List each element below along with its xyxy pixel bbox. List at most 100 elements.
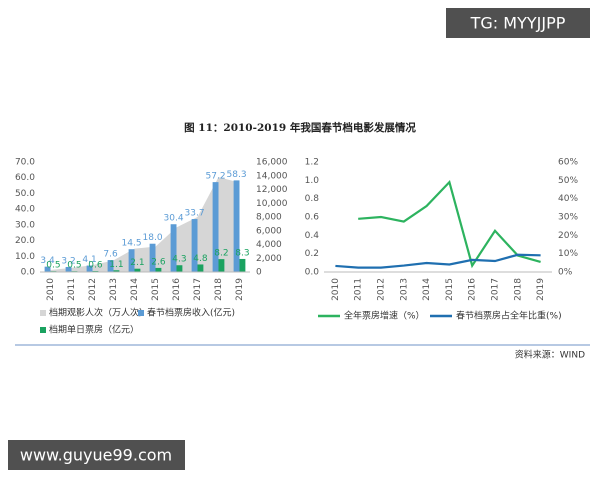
y2-tick-label: 0% <box>558 268 573 278</box>
bar <box>134 268 141 272</box>
value-label: 0.5 <box>67 261 81 271</box>
legend-label: 春节档票房占全年比重(%) <box>456 310 562 322</box>
bar <box>44 266 51 272</box>
y2-tick-label: 60% <box>558 158 578 168</box>
value-label: 4.1 <box>82 255 96 265</box>
bar <box>170 224 177 272</box>
y2-tick-label: 6,000 <box>256 226 282 236</box>
y-tick-label: 0.4 <box>305 231 320 241</box>
source: 资料来源：WIND <box>515 349 585 361</box>
y2-tick-label: 40% <box>558 194 578 204</box>
x-tick-label: 2010 <box>46 278 56 301</box>
x-tick-label: 2014 <box>422 278 432 301</box>
value-label: 30.4 <box>164 214 184 224</box>
x-tick-label: 2012 <box>377 278 387 301</box>
x-tick-label: 2014 <box>130 278 140 301</box>
y-tick-label: 1.2 <box>305 158 319 168</box>
y-tick-label: 0.8 <box>305 194 320 204</box>
watermark-box <box>446 8 590 38</box>
legend-label: 全年票房增速（%） <box>344 310 425 322</box>
watermark: TG: MYYJJPP <box>470 14 566 33</box>
y-tick-label: 0.6 <box>305 213 320 223</box>
y-tick-label: 0.0 <box>21 268 36 278</box>
legend-swatch <box>138 310 144 316</box>
y2-tick-label: 10% <box>558 249 578 259</box>
x-tick-label: 2010 <box>331 278 341 301</box>
value-label: 3.4 <box>40 256 55 266</box>
bar <box>86 265 93 272</box>
y-tick-label: 40.0 <box>15 205 35 215</box>
x-tick-label: 2017 <box>491 278 501 301</box>
x-tick-label: 2013 <box>399 278 409 301</box>
y-tick-label: 0.0 <box>305 268 320 278</box>
y-tick-label: 20.0 <box>15 236 35 246</box>
value-label: 8.3 <box>235 248 249 258</box>
bar <box>197 264 204 272</box>
x-tick-label: 2012 <box>88 278 98 301</box>
value-label: 0.6 <box>88 261 103 271</box>
value-label: 4.3 <box>172 255 186 265</box>
bar <box>176 265 183 272</box>
value-label: 3.2 <box>61 256 75 266</box>
bar <box>113 270 120 272</box>
value-label: 1.1 <box>109 260 123 270</box>
y-tick-label: 0.2 <box>305 249 319 259</box>
x-tick-label: 2019 <box>536 278 546 301</box>
figure-title: 图 11：2010-2019 年我国春节档电影发展情况 <box>184 121 416 134</box>
value-label: 7.6 <box>103 250 118 260</box>
value-label: 57.2 <box>206 172 226 182</box>
y2-tick-label: 0 <box>256 268 262 278</box>
y2-tick-label: 12,000 <box>256 185 288 195</box>
y-tick-label: 10.0 <box>15 252 35 262</box>
y-tick-label: 30.0 <box>15 220 35 230</box>
line <box>358 180 541 269</box>
x-tick-label: 2015 <box>151 278 161 301</box>
y2-tick-label: 16,000 <box>256 158 288 168</box>
bar <box>218 259 225 272</box>
watermark: www.guyue99.com <box>20 446 172 465</box>
y2-tick-label: 2,000 <box>256 254 282 264</box>
value-label: 4.8 <box>193 254 208 264</box>
bar <box>155 267 162 272</box>
legend-label: 春节档票房收入(亿元) <box>147 307 235 319</box>
x-tick-label: 2015 <box>445 278 455 301</box>
x-tick-label: 2016 <box>468 278 478 301</box>
y2-tick-label: 8,000 <box>256 213 282 223</box>
value-label: 14.5 <box>122 239 142 249</box>
x-tick-label: 2018 <box>513 278 523 301</box>
y2-tick-label: 30% <box>558 213 578 223</box>
bar <box>107 260 114 272</box>
x-tick-label: 2013 <box>109 278 119 301</box>
y2-tick-label: 20% <box>558 231 578 241</box>
bar <box>149 243 156 272</box>
bar <box>191 219 198 272</box>
y-tick-label: 70.0 <box>15 158 35 168</box>
x-tick-label: 2011 <box>354 278 364 301</box>
value-label: 33.7 <box>185 209 205 219</box>
x-tick-label: 2016 <box>172 278 182 301</box>
value-label: 58.3 <box>227 170 247 180</box>
legend-label: 档期单日票房（亿元） <box>49 324 139 336</box>
bar <box>233 180 240 272</box>
bar <box>128 249 135 272</box>
watermark-box <box>8 440 185 470</box>
x-tick-label: 2011 <box>67 278 77 301</box>
legend-swatch <box>40 327 46 333</box>
bar <box>65 266 72 272</box>
y-tick-label: 50.0 <box>15 189 35 199</box>
value-label: 0.5 <box>46 261 60 271</box>
y-tick-label: 60.0 <box>15 173 35 183</box>
value-label: 2.6 <box>151 257 166 267</box>
bar <box>212 182 219 272</box>
legend-label: 档期观影人次（万人次） <box>49 307 148 319</box>
y2-tick-label: 4,000 <box>256 240 282 250</box>
value-label: 2.1 <box>130 258 144 268</box>
line <box>335 253 541 269</box>
area <box>50 177 240 272</box>
y2-tick-label: 50% <box>558 176 578 186</box>
x-tick-label: 2019 <box>235 278 245 301</box>
legend-swatch <box>40 310 46 316</box>
x-tick-label: 2017 <box>193 278 203 301</box>
